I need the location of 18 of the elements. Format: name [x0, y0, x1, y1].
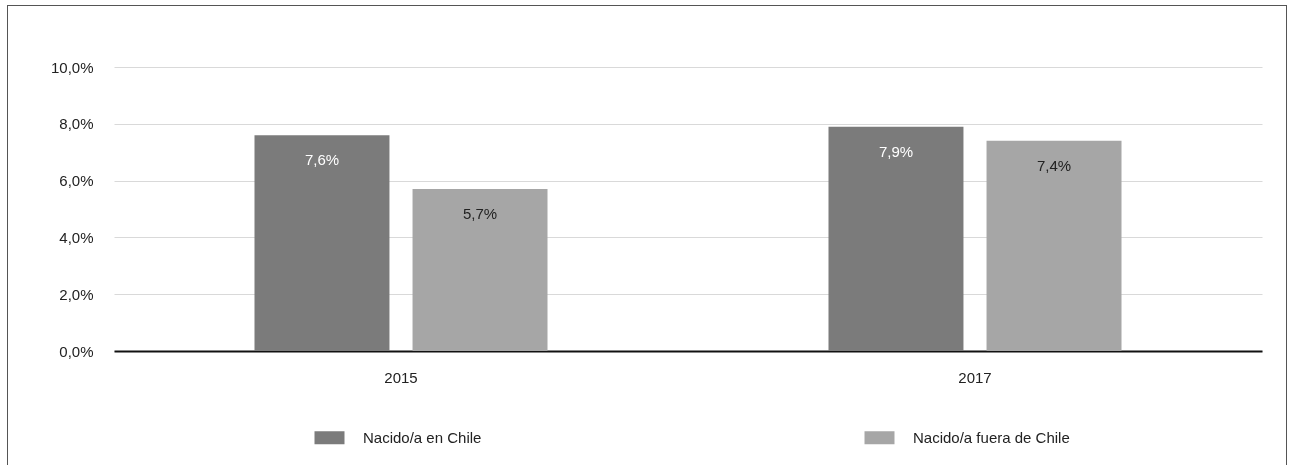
- x-tick-label: 2017: [958, 368, 992, 386]
- data-label: 7,6%: [304, 151, 340, 169]
- y-tick-label: 0,0%: [59, 342, 94, 360]
- legend-label: Nacido/a en Chile: [363, 428, 482, 446]
- x-tick-label: 2015: [384, 368, 418, 386]
- legend-label: Nacido/a fuera de Chile: [913, 428, 1070, 446]
- bar: [412, 189, 548, 351]
- data-label: 7,4%: [1036, 156, 1072, 174]
- data-label: 5,7%: [462, 205, 498, 223]
- bar: [828, 126, 964, 351]
- bar: [986, 140, 1122, 351]
- y-tick-label: 6,0%: [59, 172, 94, 190]
- y-tick-label: 4,0%: [59, 228, 94, 246]
- y-tick-label: 8,0%: [59, 115, 94, 133]
- bar: [254, 135, 390, 351]
- data-label: 7,9%: [878, 142, 914, 160]
- y-tick-label: 10,0%: [50, 58, 94, 76]
- y-tick-label: 2,0%: [59, 285, 94, 303]
